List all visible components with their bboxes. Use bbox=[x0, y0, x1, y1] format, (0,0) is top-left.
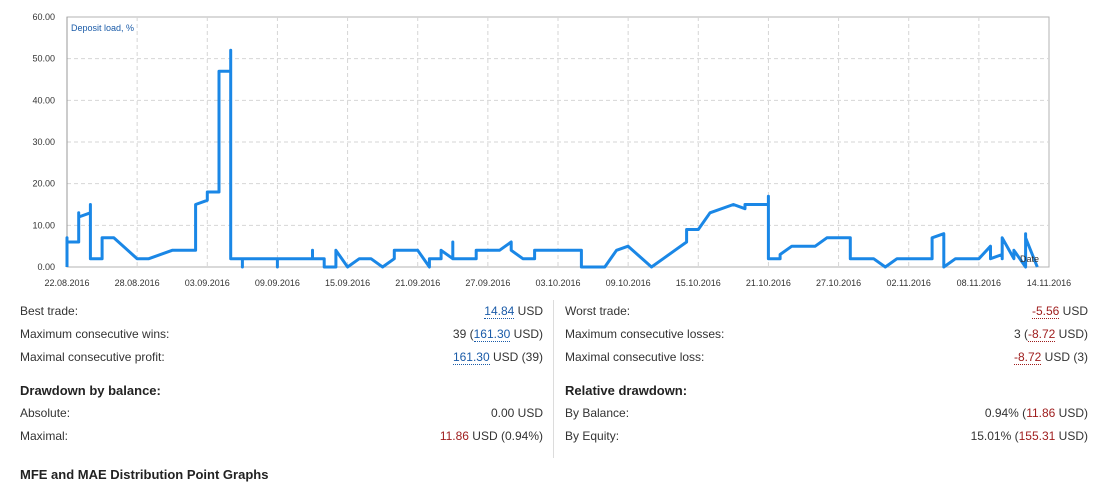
maximal-consecutive-profit-value: 161.30 USD (39) bbox=[452, 346, 543, 369]
max-consecutive-wins-label: Maximum consecutive wins: bbox=[20, 327, 170, 341]
worst-trade-link[interactable]: -5.56 bbox=[1031, 304, 1060, 319]
x-tick-label: 03.10.2016 bbox=[535, 278, 580, 288]
y-tick-label: 30.00 bbox=[32, 137, 55, 147]
maximal-consecutive-loss-value: -8.72 USD (3) bbox=[1013, 346, 1088, 369]
max-consecutive-wins-close: USD) bbox=[510, 327, 543, 341]
x-tick-label: 22.08.2016 bbox=[44, 278, 89, 288]
max-consecutive-wins-row: Maximum consecutive wins: 39 (161.30 USD… bbox=[20, 323, 543, 346]
best-trade-link[interactable]: 14.84 bbox=[484, 304, 515, 319]
x-tick-label: 28.08.2016 bbox=[115, 278, 160, 288]
maximal-consecutive-profit-row: Maximal consecutive profit: 161.30 USD (… bbox=[20, 346, 543, 369]
max-consecutive-losses-count: 3 bbox=[1013, 327, 1021, 341]
by-balance-label: By Balance: bbox=[565, 406, 630, 420]
by-equity-percent: 15.01% bbox=[970, 429, 1012, 443]
maximal-drawdown-value: 11.86 USD (0.94%) bbox=[440, 425, 543, 448]
by-balance-amount: 11.86 bbox=[1026, 406, 1056, 420]
deposit-load-series bbox=[65, 48, 1039, 269]
worst-trade-value: -5.56 USD bbox=[1031, 300, 1088, 323]
best-trade-unit: USD bbox=[514, 304, 543, 318]
x-tick-label: 27.09.2016 bbox=[465, 278, 510, 288]
max-consecutive-wins-link[interactable]: 161.30 bbox=[473, 327, 511, 342]
max-consecutive-losses-label: Maximum consecutive losses: bbox=[565, 327, 725, 341]
maximal-consecutive-loss-count: (3) bbox=[1070, 350, 1088, 364]
maximal-consecutive-loss-link[interactable]: -8.72 bbox=[1013, 350, 1042, 365]
max-consecutive-wins-value: 39 (161.30 USD) bbox=[453, 323, 543, 346]
by-balance-row: By Balance: 0.94% (11.86 USD) bbox=[565, 402, 1088, 425]
maximal-drawdown-amount: 11.86 bbox=[439, 429, 469, 443]
x-tick-label: 27.10.2016 bbox=[816, 278, 861, 288]
maximal-consecutive-profit-label: Maximal consecutive profit: bbox=[20, 350, 165, 364]
x-axis-ticks: 22.08.2016 28.08.2016 03.09.2016 09.09.2016… bbox=[44, 278, 1071, 288]
worst-trade-label: Worst trade: bbox=[565, 304, 631, 318]
worst-trade-row: Worst trade: -5.56 USD bbox=[565, 300, 1088, 323]
left-stats-column: Best trade: 14.84 USD Maximum consecutiv… bbox=[20, 300, 543, 448]
relative-drawdown-heading: Relative drawdown: bbox=[565, 383, 688, 398]
maximal-consecutive-profit-count: (39) bbox=[518, 350, 543, 364]
max-consecutive-losses-row: Maximum consecutive losses: 3 (-8.72 USD… bbox=[565, 323, 1088, 346]
y-tick-label: 0.00 bbox=[37, 262, 55, 272]
x-tick-label: 15.10.2016 bbox=[676, 278, 721, 288]
by-equity-label: By Equity: bbox=[565, 429, 620, 443]
max-consecutive-losses-link[interactable]: -8.72 bbox=[1027, 327, 1056, 342]
y-tick-label: 50.00 bbox=[32, 54, 55, 64]
best-trade-row: Best trade: 14.84 USD bbox=[20, 300, 543, 323]
by-equity-value: 15.01% (155.31 USD) bbox=[971, 425, 1088, 448]
absolute-drawdown-label: Absolute: bbox=[20, 406, 71, 420]
y-tick-label: 10.00 bbox=[32, 220, 55, 230]
absolute-drawdown-row: Absolute: 0.00 USD bbox=[20, 402, 543, 425]
by-balance-percent: 0.94% bbox=[984, 406, 1019, 420]
max-consecutive-wins-open: ( bbox=[466, 327, 474, 341]
column-divider bbox=[553, 300, 554, 458]
worst-trade-unit: USD bbox=[1059, 304, 1088, 318]
right-stats-column: Worst trade: -5.56 USD Maximum consecuti… bbox=[565, 300, 1088, 448]
x-tick-label: 09.10.2016 bbox=[606, 278, 651, 288]
best-trade-value: 14.84 USD bbox=[484, 300, 543, 323]
x-tick-label: 02.11.2016 bbox=[887, 278, 931, 288]
maximal-drawdown-rest: USD (0.94%) bbox=[468, 429, 543, 443]
drawdown-by-balance-heading: Drawdown by balance: bbox=[20, 383, 161, 398]
max-consecutive-losses-open: ( bbox=[1020, 327, 1028, 341]
y-tick-label: 40.00 bbox=[32, 95, 55, 105]
maximal-consecutive-profit-unit: USD bbox=[489, 350, 519, 364]
by-equity-open: ( bbox=[1011, 429, 1019, 443]
maximal-drawdown-row: Maximal: 11.86 USD (0.94%) bbox=[20, 425, 543, 448]
x-axis-label: Date bbox=[1020, 254, 1039, 264]
maximal-consecutive-profit-link[interactable]: 161.30 bbox=[452, 350, 490, 365]
by-balance-close: USD) bbox=[1055, 406, 1088, 420]
absolute-drawdown-value: 0.00 USD bbox=[490, 406, 543, 420]
chart-title: Deposit load, % bbox=[71, 23, 134, 33]
y-tick-label: 20.00 bbox=[32, 179, 55, 189]
x-tick-label: 14.11.2016 bbox=[1027, 278, 1071, 288]
by-equity-close: USD) bbox=[1055, 429, 1088, 443]
max-consecutive-losses-value: 3 (-8.72 USD) bbox=[1014, 323, 1088, 346]
y-tick-label: 60.00 bbox=[32, 12, 55, 22]
by-balance-value: 0.94% (11.86 USD) bbox=[985, 402, 1088, 425]
maximal-consecutive-loss-row: Maximal consecutive loss: -8.72 USD (3) bbox=[565, 346, 1088, 369]
deposit-load-chart: 0.00 10.00 20.00 30.00 40.00 50.00 60.00 22.08… bbox=[32, 12, 1071, 288]
max-consecutive-wins-count: 39 bbox=[452, 327, 467, 341]
maximal-drawdown-label: Maximal: bbox=[20, 429, 69, 443]
x-tick-label: 21.10.2016 bbox=[746, 278, 791, 288]
x-tick-label: 08.11.2016 bbox=[957, 278, 1001, 288]
mfe-mae-section-title: MFE and MAE Distribution Point Graphs bbox=[20, 467, 269, 482]
x-tick-label: 15.09.2016 bbox=[325, 278, 370, 288]
y-axis-ticks: 0.00 10.00 20.00 30.00 40.00 50.00 60.00 bbox=[32, 12, 55, 272]
by-equity-amount: 155.31 bbox=[1018, 429, 1056, 443]
max-consecutive-losses-close: USD) bbox=[1055, 327, 1088, 341]
by-equity-row: By Equity: 15.01% (155.31 USD) bbox=[565, 425, 1088, 448]
x-tick-label: 21.09.2016 bbox=[395, 278, 440, 288]
maximal-consecutive-loss-unit: USD bbox=[1041, 350, 1070, 364]
by-balance-open: ( bbox=[1018, 406, 1027, 420]
best-trade-label: Best trade: bbox=[20, 304, 79, 318]
maximal-consecutive-loss-label: Maximal consecutive loss: bbox=[565, 350, 705, 364]
x-tick-label: 03.09.2016 bbox=[185, 278, 230, 288]
x-tick-label: 09.09.2016 bbox=[255, 278, 300, 288]
